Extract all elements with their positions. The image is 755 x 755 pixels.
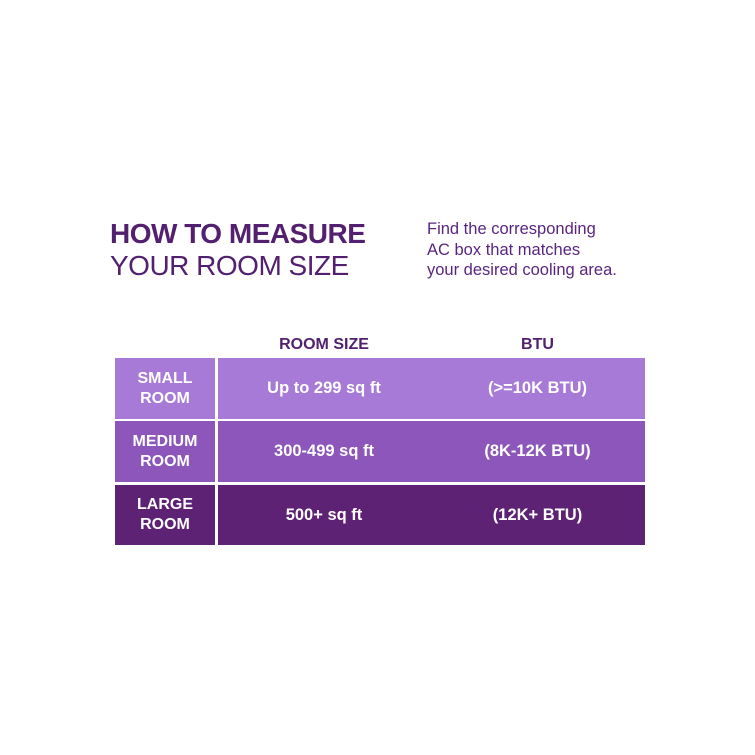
title-line-2: YOUR ROOM SIZE [110,250,349,281]
room-size-value: Up to 299 sq ft [267,379,381,397]
table-row: LARGE ROOM 500+ sq ft (12K+ BTU) [115,485,645,545]
table-row: MEDIUM ROOM 300-499 sq ft (8K-12K BTU) [115,421,645,482]
description-line: AC box that matches [427,240,581,259]
room-size-value: 300-499 sq ft [274,442,374,460]
header-btu: BTU [521,336,554,353]
page-title: HOW TO MEASURE YOUR ROOM SIZE [110,218,366,282]
row-label: MEDIUM ROOM [132,432,198,470]
header-room-size: ROOM SIZE [279,336,369,353]
description-line: Find the corresponding [427,220,596,238]
btu-value: (>=10K BTU) [487,379,588,397]
row-label: SMALL ROOM [137,369,193,407]
btu-value: (12K+ BTU) [492,505,583,524]
room-size-value: 500+ sq ft [285,505,363,524]
description: Find the corresponding AC box that match… [427,219,617,281]
btu-value: (8K-12K BTU) [484,442,591,460]
table-row: SMALL ROOM Up to 299 sq ft (>=10K BTU) [115,358,645,419]
description-line: your desired cooling area. [427,261,617,279]
row-label: LARGE ROOM [137,496,193,533]
title-line-1: HOW TO MEASURE [110,218,366,249]
